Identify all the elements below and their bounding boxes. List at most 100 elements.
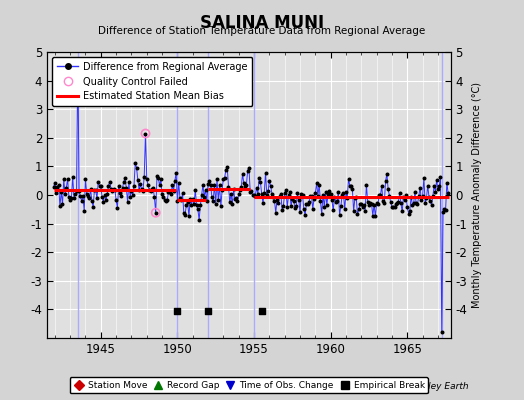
Point [148, 185, 156, 192]
Point [221, 174, 229, 181]
Point [162, 198, 170, 204]
Point [67, 195, 75, 202]
Point [400, 196, 409, 203]
Point [73, 56, 82, 62]
Point [118, 184, 127, 191]
Point [212, 200, 220, 207]
Point [89, 204, 97, 210]
Point [195, 217, 203, 223]
Point [110, 186, 118, 193]
Point [113, 205, 122, 211]
Point [298, 192, 307, 199]
Point [174, 180, 183, 186]
Point [245, 164, 253, 171]
Point [364, 198, 372, 205]
Point [407, 193, 416, 200]
Point [362, 182, 370, 188]
Point [277, 191, 285, 198]
Point [205, 178, 214, 184]
Point [168, 182, 177, 188]
Point [187, 202, 195, 208]
Point [104, 183, 113, 189]
Point [294, 196, 303, 203]
Point [326, 190, 335, 197]
Point [237, 183, 245, 190]
Point [384, 186, 392, 192]
Point [56, 203, 64, 210]
Point [397, 200, 405, 206]
Point [204, 308, 212, 314]
Point [412, 200, 420, 207]
Point [128, 192, 137, 198]
Point [206, 182, 215, 188]
Point [139, 188, 147, 194]
Point [54, 182, 63, 188]
Point [351, 195, 359, 201]
Point [423, 182, 432, 189]
Point [347, 183, 355, 189]
Point [367, 200, 376, 207]
Point [130, 182, 138, 189]
Point [282, 186, 290, 193]
Legend: Station Move, Record Gap, Time of Obs. Change, Empirical Break: Station Move, Record Gap, Time of Obs. C… [70, 377, 428, 394]
Point [85, 195, 93, 202]
Point [228, 201, 236, 208]
Point [273, 197, 281, 203]
Point [169, 188, 178, 194]
Point [79, 193, 87, 199]
Point [127, 188, 136, 194]
Point [428, 202, 436, 208]
Point [126, 194, 134, 200]
Point [278, 207, 286, 213]
Point [387, 199, 395, 206]
Point [287, 203, 295, 209]
Point [191, 187, 200, 193]
Point [366, 200, 375, 206]
Point [421, 200, 429, 206]
Point [289, 198, 298, 204]
Point [232, 194, 241, 201]
Point [241, 183, 249, 189]
Point [84, 192, 92, 199]
Point [69, 174, 77, 180]
Point [86, 186, 95, 192]
Point [297, 191, 305, 198]
Point [288, 196, 297, 202]
Point [231, 196, 239, 203]
Point [268, 190, 276, 197]
Point [141, 130, 150, 137]
Point [261, 170, 270, 176]
Point [389, 204, 397, 210]
Point [337, 203, 345, 209]
Point [251, 192, 259, 199]
Point [198, 191, 206, 198]
Point [271, 209, 280, 216]
Point [137, 186, 146, 193]
Point [378, 183, 386, 189]
Point [303, 201, 312, 207]
Point [376, 192, 385, 198]
Point [350, 208, 358, 214]
Point [391, 201, 400, 208]
Point [103, 191, 112, 197]
Point [223, 164, 232, 170]
Point [348, 186, 356, 192]
Point [52, 190, 60, 197]
Point [301, 212, 309, 218]
Point [390, 204, 399, 210]
Point [255, 174, 264, 181]
Y-axis label: Monthly Temperature Anomaly Difference (°C): Monthly Temperature Anomaly Difference (… [472, 82, 482, 308]
Point [99, 198, 107, 205]
Point [210, 181, 219, 188]
Point [379, 198, 387, 204]
Point [432, 177, 441, 183]
Point [356, 201, 364, 208]
Point [196, 202, 204, 208]
Point [398, 208, 407, 215]
Point [325, 188, 334, 194]
Point [380, 200, 388, 206]
Point [269, 193, 277, 200]
Point [102, 197, 110, 204]
Point [165, 189, 173, 195]
Point [293, 190, 302, 196]
